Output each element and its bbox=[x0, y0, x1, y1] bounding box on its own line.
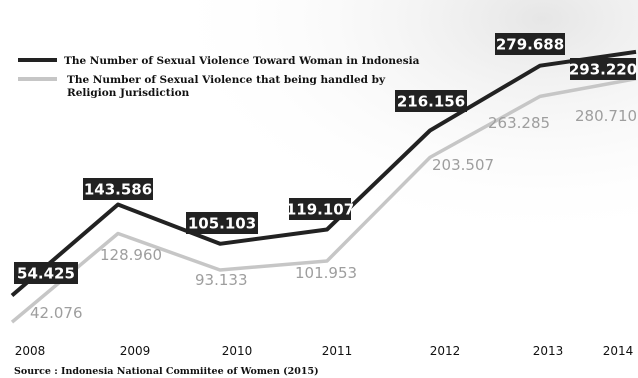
data-label-box bbox=[14, 262, 78, 284]
data-label-primary-2011: 119.107 bbox=[286, 198, 354, 220]
data-label-text: 216.156 bbox=[397, 93, 465, 111]
data-label-primary-2014: 293.220 bbox=[569, 58, 637, 80]
data-label-primary-2008: 54.425 bbox=[14, 262, 78, 284]
data-label-secondary-2013: 263.285 bbox=[488, 114, 550, 132]
data-label-secondary-2014: 280.710 bbox=[575, 107, 637, 125]
x-tick-label-2013: 2013 bbox=[533, 344, 564, 358]
x-tick-label-2012: 2012 bbox=[430, 344, 461, 358]
data-label-box bbox=[289, 198, 351, 220]
data-label-secondary-2011: 101.953 bbox=[295, 264, 357, 282]
data-label-text: 293.220 bbox=[569, 61, 637, 79]
data-label-text: 54.425 bbox=[17, 265, 75, 283]
data-label-text: 279.688 bbox=[496, 36, 564, 54]
data-label-primary-2012: 216.156 bbox=[395, 90, 467, 112]
data-label-box bbox=[186, 212, 258, 234]
data-label-text: 119.107 bbox=[286, 201, 354, 219]
data-label-primary-2013: 279.688 bbox=[495, 33, 565, 55]
x-axis-ticks: 2008 2009 2010 2011 2012 2013 2014 bbox=[15, 344, 634, 358]
data-label-text: 105.103 bbox=[188, 215, 256, 233]
data-label-primary-2010: 105.103 bbox=[186, 212, 258, 234]
series-line-primary bbox=[10, 49, 637, 298]
data-label-box bbox=[570, 58, 636, 80]
data-label-secondary-2008: 42.076 bbox=[30, 304, 83, 322]
data-label-text: 143.586 bbox=[84, 181, 152, 199]
x-tick-label-2010: 2010 bbox=[222, 344, 253, 358]
x-tick-label-2009: 2009 bbox=[120, 344, 151, 358]
legend-label-secondary: The Number of Sexual Violence that being… bbox=[67, 74, 386, 99]
data-label-secondary-2009: 128.960 bbox=[100, 246, 162, 264]
series-lines bbox=[10, 49, 637, 324]
data-label-box bbox=[395, 90, 467, 112]
data-label-primary-2009: 143.586 bbox=[83, 178, 153, 200]
series-line-secondary bbox=[10, 76, 637, 324]
data-label-secondary-2010: 93.133 bbox=[195, 271, 248, 289]
data-label-box bbox=[83, 178, 153, 200]
x-tick-label-2008: 2008 bbox=[15, 344, 46, 358]
legend-label-primary: The Number of Sexual Violence Toward Wom… bbox=[64, 55, 420, 67]
data-label-box bbox=[495, 33, 565, 55]
x-tick-label-2014: 2014 bbox=[603, 344, 634, 358]
legend: The Number of Sexual Violence Toward Wom… bbox=[18, 55, 420, 99]
data-labels: 54.425 143.586 105.103 119.107 216.156 279.68… bbox=[14, 33, 637, 322]
x-tick-label-2011: 2011 bbox=[322, 344, 353, 358]
source-note: Source : Indonesia National Commiitee of… bbox=[14, 366, 319, 377]
data-label-secondary-2012: 203.507 bbox=[432, 156, 494, 174]
